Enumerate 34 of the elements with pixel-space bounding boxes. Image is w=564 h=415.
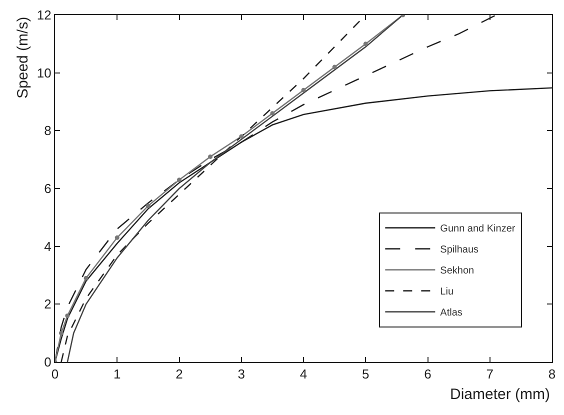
y-tick-label: 2 [44, 296, 52, 312]
point [332, 64, 337, 70]
point [146, 204, 150, 208]
legend-label: Atlas [440, 308, 462, 319]
point [65, 313, 70, 318]
y-tick-label: 8 [44, 123, 52, 138]
y-tick-label: 10 [36, 65, 52, 80]
point [270, 111, 275, 116]
x-tick-label: 2 [176, 366, 183, 382]
point [239, 134, 244, 139]
point [84, 276, 88, 280]
point [208, 154, 213, 159]
y-tick-label: 6 [44, 181, 52, 196]
y-tick-label: 12 [36, 8, 52, 23]
x-tick-label: 3 [238, 366, 245, 382]
y-tick-label: 4 [44, 238, 52, 254]
x-tick-label: 8 [548, 366, 556, 382]
x-tick-label: 4 [300, 366, 308, 382]
x-tick-label: 7 [486, 366, 494, 382]
point [58, 330, 64, 336]
point [114, 235, 120, 240]
point [363, 42, 368, 46]
x-tick-label: 1 [114, 366, 121, 382]
point [301, 88, 306, 92]
legend-label: Sekhon [440, 266, 474, 277]
x-axis-title: Diameter (mm) [450, 386, 550, 403]
legend-label: Liu [440, 286, 454, 298]
y-tick-label: 0 [44, 354, 52, 370]
x-tick-label: 5 [362, 366, 370, 382]
legend-label: Spilhaus [440, 244, 479, 256]
y-axis-title: Speed (m/s) [14, 16, 32, 98]
legend-label: Gunn and Kinzer [440, 224, 516, 235]
x-tick-label: 6 [424, 366, 432, 382]
point [177, 178, 182, 182]
